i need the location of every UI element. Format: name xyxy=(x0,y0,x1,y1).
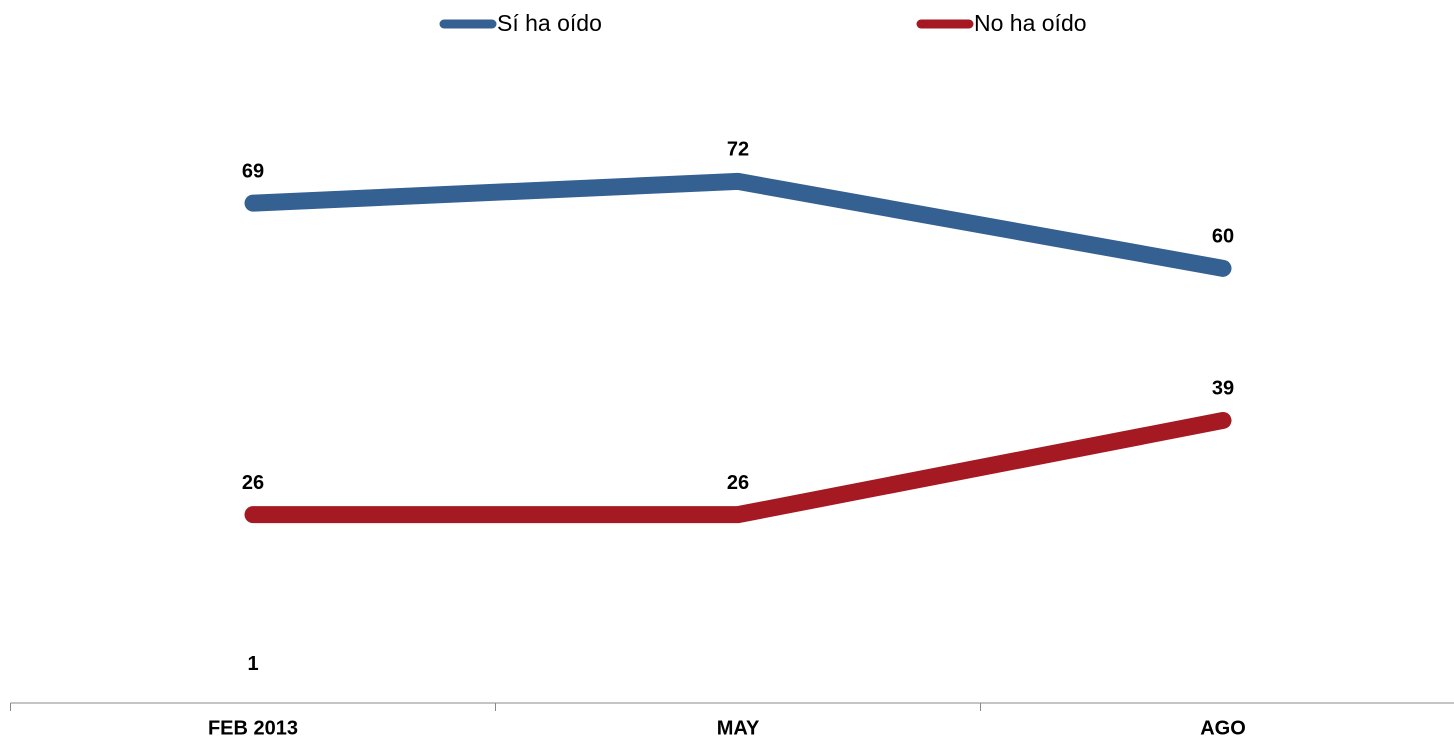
data-label: 60 xyxy=(1212,226,1234,248)
data-label: 26 xyxy=(242,472,264,494)
legend-label: No ha oído xyxy=(974,10,1087,36)
data-label: 72 xyxy=(727,139,749,161)
data-label: 26 xyxy=(727,472,749,494)
data-label: 69 xyxy=(242,160,264,182)
data-label: 39 xyxy=(1212,378,1234,400)
x-tick-label: FEB 2013 xyxy=(208,717,298,739)
series-line xyxy=(244,172,1232,277)
data-label: 1 xyxy=(247,653,258,675)
legend-label: Sí ha oído xyxy=(497,10,602,36)
x-tick-label: MAY xyxy=(717,717,760,739)
series-line xyxy=(244,411,1232,524)
x-tick-label: AGO xyxy=(1200,717,1246,739)
